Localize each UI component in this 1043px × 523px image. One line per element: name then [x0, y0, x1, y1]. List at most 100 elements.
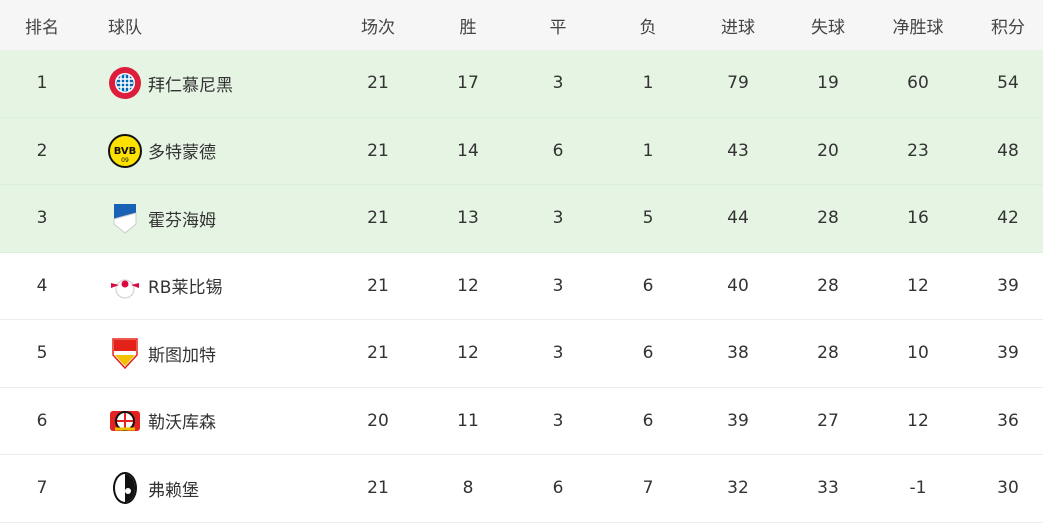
- lost: 1: [642, 140, 654, 161]
- drawn: 3: [552, 343, 564, 364]
- goals-for: 79: [727, 73, 749, 94]
- leipzig-logo: [108, 269, 142, 303]
- header-drawn: 平: [549, 17, 567, 38]
- goals-against: 28: [817, 275, 839, 296]
- played: 21: [367, 343, 389, 364]
- team-cell[interactable]: 斯图加特: [108, 320, 216, 387]
- played: 21: [367, 73, 389, 94]
- header-played: 场次: [361, 17, 395, 38]
- hoffenheim-logo: [108, 201, 142, 235]
- points: 30: [997, 478, 1019, 499]
- team-cell[interactable]: 拜仁慕尼黑: [108, 50, 233, 117]
- goals-against: 28: [817, 208, 839, 229]
- goals-against: 28: [817, 343, 839, 364]
- table-row[interactable]: 1 拜仁慕尼黑 21 17 3 1 79 19 60 54: [0, 50, 1043, 118]
- team-name: 斯图加特: [148, 345, 216, 366]
- goals-against: 33: [817, 478, 839, 499]
- header-goals-against: 失球: [811, 17, 845, 38]
- team-cell[interactable]: BVB 09 多特蒙德: [108, 118, 216, 185]
- lost: 7: [642, 478, 654, 499]
- team-name: 拜仁慕尼黑: [148, 75, 233, 96]
- drawn: 3: [552, 410, 564, 431]
- lost: 5: [642, 208, 654, 229]
- drawn: 6: [552, 140, 564, 161]
- lost: 6: [642, 275, 654, 296]
- goals-for: 39: [727, 410, 749, 431]
- rank: 1: [36, 73, 48, 94]
- header-lost: 负: [639, 17, 657, 38]
- freiburg-logo: [108, 471, 142, 505]
- table-row[interactable]: 2 BVB 09 多特蒙德 21 14 6 1 43 20 23 48: [0, 117, 1043, 185]
- header-won: 胜: [459, 17, 477, 38]
- won: 11: [457, 410, 479, 431]
- goal-difference: 10: [907, 343, 929, 364]
- rank: 4: [36, 275, 48, 296]
- header-team: 球队: [108, 17, 142, 38]
- team-cell[interactable]: 勒沃库森: [108, 388, 216, 455]
- rank: 5: [36, 343, 48, 364]
- goal-difference: 23: [907, 140, 929, 161]
- table-row[interactable]: 7 弗赖堡 21 8 6 7 32 33 -1 30: [0, 455, 1043, 523]
- team-name: 勒沃库森: [148, 413, 216, 434]
- goal-difference: 60: [907, 73, 929, 94]
- bayern-logo: [108, 66, 142, 100]
- stuttgart-logo: [108, 336, 142, 370]
- goal-difference: 12: [907, 275, 929, 296]
- goals-against: 19: [817, 73, 839, 94]
- drawn: 3: [552, 275, 564, 296]
- table-header: 排名 球队 场次 胜 平 负 进球 失球 净胜球 积分: [0, 0, 1043, 50]
- lost: 6: [642, 343, 654, 364]
- goals-for: 43: [727, 140, 749, 161]
- dortmund-logo: BVB 09: [108, 133, 142, 168]
- goals-against: 20: [817, 140, 839, 161]
- team-cell[interactable]: 霍芬海姆: [108, 185, 216, 252]
- played: 21: [367, 478, 389, 499]
- drawn: 6: [552, 478, 564, 499]
- goals-for: 38: [727, 343, 749, 364]
- won: 12: [457, 275, 479, 296]
- points: 42: [997, 208, 1019, 229]
- table-row[interactable]: 3 霍芬海姆 21 13 3 5 44 28 16 42: [0, 185, 1043, 253]
- table-row[interactable]: 6 勒沃库森 20 11 3 6 39 27 12 36: [0, 388, 1043, 455]
- goals-against: 27: [817, 410, 839, 431]
- header-goals-for: 进球: [721, 17, 755, 38]
- rank: 2: [36, 140, 48, 161]
- table-row[interactable]: 5 斯图加特 21 12 3 6 38 28 10 39: [0, 320, 1043, 388]
- team-name: 霍芬海姆: [148, 210, 216, 231]
- drawn: 3: [552, 208, 564, 229]
- team-name: 弗赖堡: [148, 480, 199, 501]
- team-cell[interactable]: RB莱比锡: [108, 253, 222, 320]
- played: 21: [367, 208, 389, 229]
- points: 48: [997, 140, 1019, 161]
- rank: 7: [36, 478, 48, 499]
- leverkusen-logo: [108, 404, 142, 438]
- rank: 6: [36, 410, 48, 431]
- header-points: 积分: [991, 17, 1025, 38]
- points: 39: [997, 343, 1019, 364]
- team-name: 多特蒙德: [148, 143, 216, 164]
- goals-for: 40: [727, 275, 749, 296]
- lost: 1: [642, 73, 654, 94]
- team-cell[interactable]: 弗赖堡: [108, 455, 199, 522]
- won: 8: [462, 478, 474, 499]
- svg-text:09: 09: [121, 157, 129, 164]
- points: 54: [997, 73, 1019, 94]
- table-row[interactable]: 4 RB莱比锡 21 12 3 6 40 28 12 39: [0, 253, 1043, 320]
- goals-for: 44: [727, 208, 749, 229]
- lost: 6: [642, 410, 654, 431]
- played: 21: [367, 275, 389, 296]
- goal-difference: 12: [907, 410, 929, 431]
- played: 20: [367, 410, 389, 431]
- goal-difference: 16: [907, 208, 929, 229]
- goal-difference: -1: [909, 478, 927, 499]
- won: 17: [457, 73, 479, 94]
- goals-for: 32: [727, 478, 749, 499]
- team-name: RB莱比锡: [148, 278, 223, 299]
- svg-text:BVB: BVB: [114, 146, 137, 157]
- won: 12: [457, 343, 479, 364]
- won: 13: [457, 208, 479, 229]
- rank: 3: [36, 208, 48, 229]
- drawn: 3: [552, 73, 564, 94]
- played: 21: [367, 140, 389, 161]
